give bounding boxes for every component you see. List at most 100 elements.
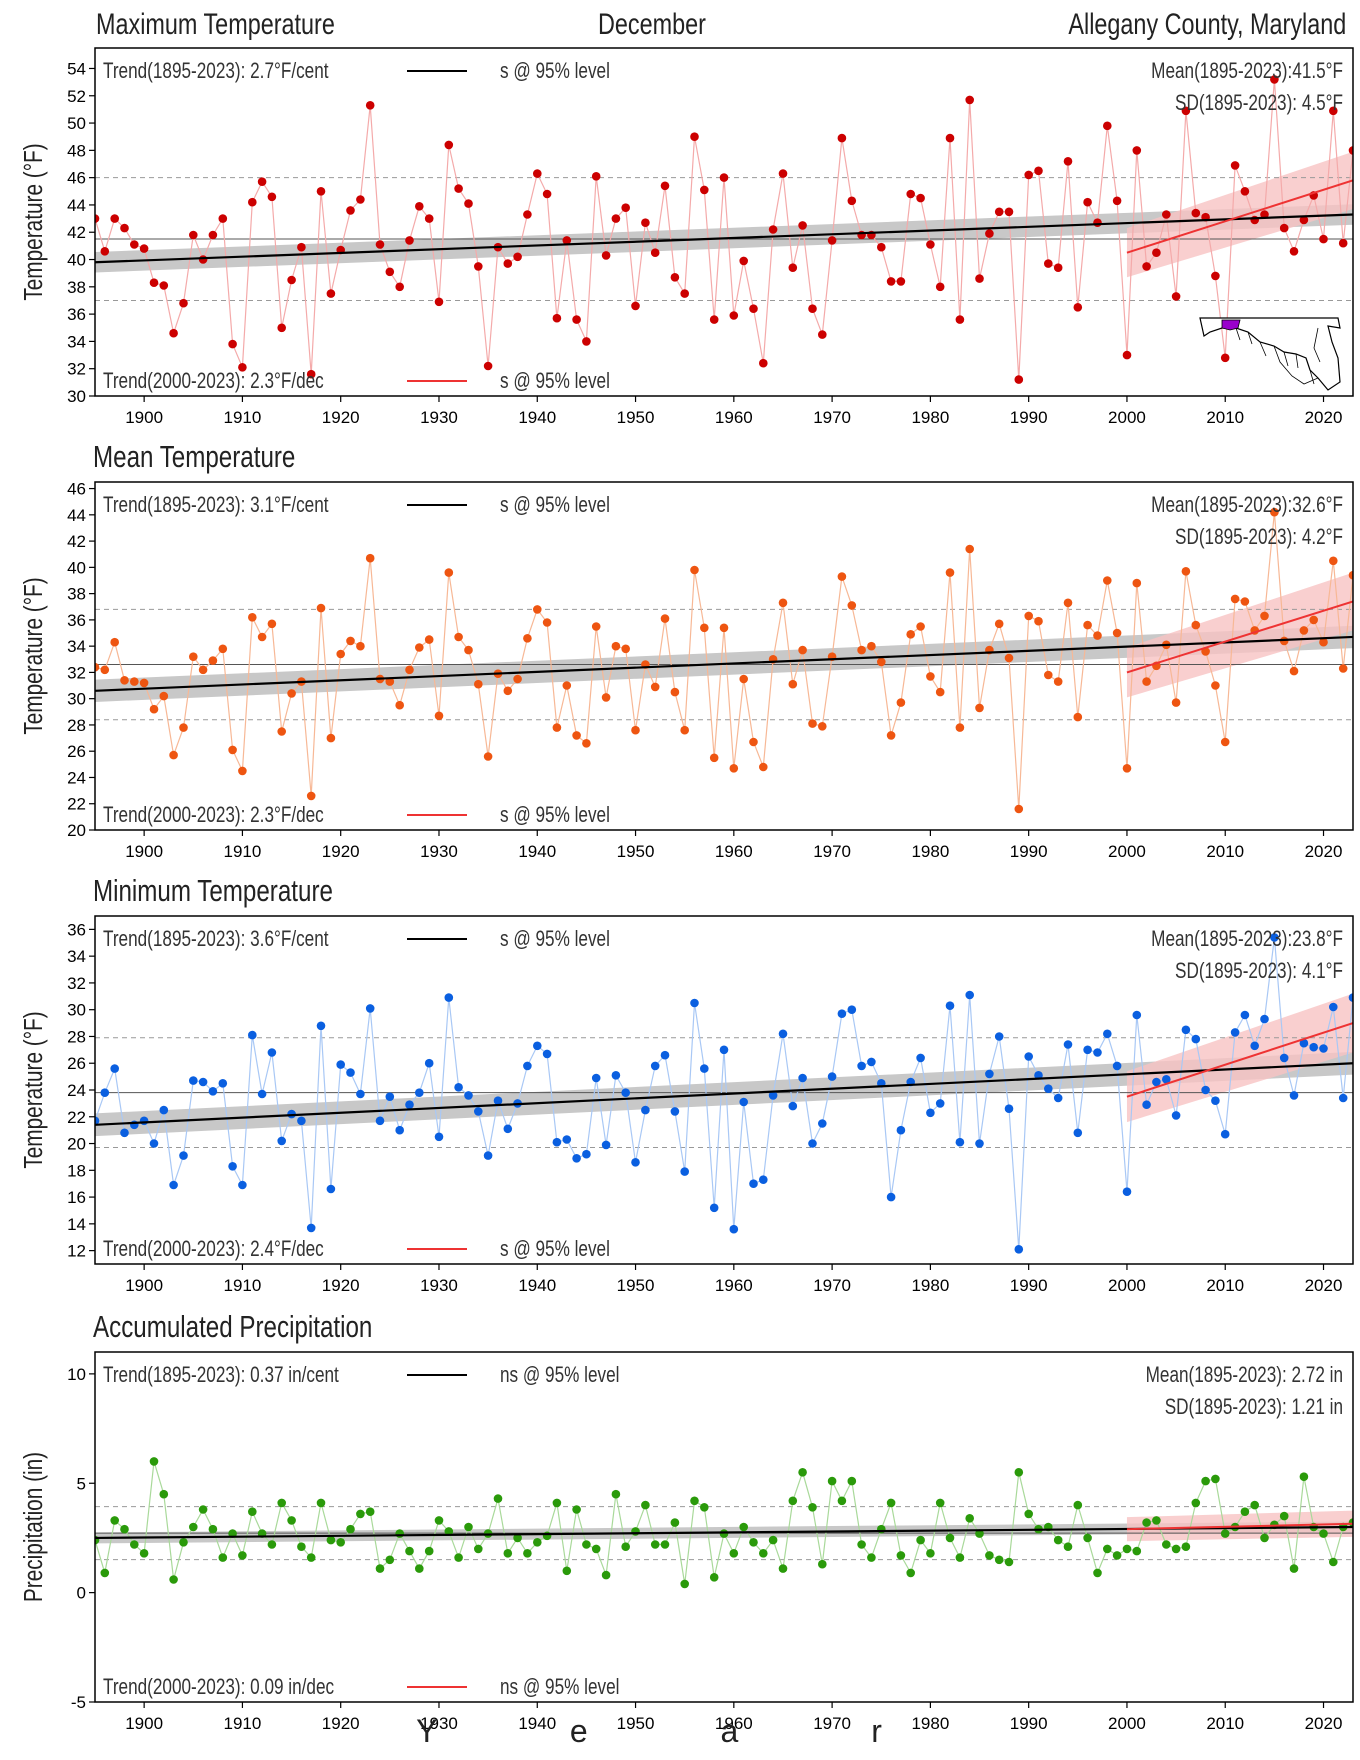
x-axis-label: Y e a r — [416, 1713, 944, 1749]
data-point-1966 — [788, 679, 798, 689]
x-tick-label: 1950 — [617, 408, 655, 427]
data-point-1995 — [1073, 303, 1083, 312]
data-point-1984 — [965, 544, 974, 554]
data-point-1930 — [434, 297, 444, 307]
trend-recent-line — [1126, 1522, 1353, 1531]
data-point-1953 — [660, 1050, 670, 1060]
data-point-1938 — [513, 1533, 522, 1543]
data-point-1916 — [297, 1116, 306, 1126]
data-point-1985 — [975, 274, 984, 283]
data-point-1905 — [189, 1076, 198, 1085]
data-point-1995 — [1073, 712, 1083, 722]
data-point-1935 — [483, 361, 493, 371]
data-point-2014 — [1260, 1014, 1269, 1024]
data-point-1917 — [306, 791, 316, 801]
data-point-1980 — [926, 672, 935, 681]
data-point-2016 — [1279, 1511, 1289, 1521]
data-point-1968 — [808, 304, 817, 314]
data-point-1957 — [700, 623, 709, 633]
mean-label: Mean(1895-2023):41.5°F — [1151, 59, 1343, 84]
data-point-2021 — [1329, 106, 1338, 116]
data-point-1973 — [857, 1540, 866, 1549]
data-point-1993 — [1053, 263, 1063, 273]
data-point-1954 — [670, 1107, 680, 1116]
data-point-1933 — [464, 199, 473, 208]
data-point-1990 — [1024, 1509, 1033, 1519]
data-point-2018 — [1299, 1472, 1309, 1481]
data-point-1989 — [1014, 804, 1024, 814]
y-tick-label: 36 — [67, 305, 86, 324]
data-point-2007 — [1191, 1498, 1201, 1508]
data-point-1963 — [759, 358, 768, 368]
data-point-1952 — [650, 682, 660, 692]
y-tick-label: 28 — [67, 1027, 86, 1046]
data-point-1984 — [965, 990, 974, 1000]
data-point-1999 — [1112, 1551, 1122, 1560]
data-point-2001 — [1132, 146, 1142, 155]
data-point-1958 — [709, 753, 719, 763]
data-point-1963 — [759, 1549, 768, 1558]
y-tick-label: 26 — [67, 1054, 86, 1073]
x-tick-label: 2010 — [1206, 842, 1244, 861]
x-tick-label: 2000 — [1108, 408, 1146, 427]
x-tick-label: 1920 — [322, 1276, 360, 1295]
data-point-1996 — [1083, 1045, 1092, 1055]
data-point-1911 — [248, 1507, 257, 1516]
mean-label: Mean(1895-2023):32.6°F — [1151, 493, 1343, 518]
data-point-1955 — [680, 1167, 689, 1176]
data-point-1909 — [228, 339, 237, 349]
data-point-1998 — [1103, 1029, 1112, 1039]
y-tick-label: 46 — [67, 480, 86, 499]
data-point-1952 — [650, 1061, 660, 1071]
data-point-1923 — [365, 1507, 375, 1516]
y-axis-label: Precipitation (in) — [19, 1452, 48, 1602]
data-point-1910 — [238, 1180, 247, 1190]
data-point-1901 — [149, 1139, 159, 1148]
y-axis-label: Temperature (°F) — [19, 143, 48, 300]
y-tick-label: 20 — [67, 1135, 86, 1154]
data-point-2001 — [1132, 578, 1142, 588]
x-tick-label: 1920 — [322, 408, 360, 427]
data-point-1944 — [572, 1505, 581, 1514]
data-point-1993 — [1053, 1535, 1063, 1545]
data-point-1942 — [552, 1137, 562, 1147]
data-point-1980 — [926, 1549, 935, 1558]
data-point-1981 — [935, 282, 945, 292]
data-point-1954 — [670, 273, 680, 282]
data-point-1899 — [130, 677, 139, 686]
data-point-1900 — [139, 1116, 149, 1126]
data-point-1977 — [896, 698, 906, 707]
trend-long-line — [95, 1062, 1353, 1126]
x-tick-label: 2000 — [1108, 1276, 1146, 1295]
data-point-1967 — [798, 1468, 807, 1477]
data-point-2001 — [1132, 1546, 1142, 1556]
data-point-1957 — [700, 1503, 709, 1512]
data-point-1904 — [179, 298, 188, 308]
data-point-1926 — [395, 1529, 405, 1538]
data-point-1958 — [709, 1203, 719, 1213]
x-tick-label: 2020 — [1305, 1276, 1343, 1295]
data-point-2018 — [1299, 215, 1309, 225]
data-point-1924 — [375, 1116, 385, 1126]
data-point-1936 — [493, 1096, 503, 1105]
data-point-1930 — [434, 1516, 444, 1525]
data-point-1944 — [572, 1154, 581, 1163]
data-point-1951 — [641, 1105, 650, 1115]
data-point-1983 — [955, 1553, 965, 1562]
data-point-1918 — [316, 1498, 326, 1508]
data-point-1987 — [994, 207, 1004, 217]
data-point-1922 — [356, 1089, 365, 1099]
data-point-1955 — [680, 1579, 689, 1589]
data-point-1982 — [945, 1533, 955, 1543]
y-tick-label: 36 — [67, 611, 86, 630]
data-point-1953 — [660, 1540, 670, 1549]
data-point-1943 — [562, 236, 572, 245]
x-tick-label: 1900 — [125, 1714, 163, 1733]
data-point-1948 — [611, 1071, 621, 1080]
y-tick-label: 18 — [67, 1161, 86, 1180]
data-point-1934 — [474, 262, 483, 271]
data-point-1931 — [444, 568, 454, 577]
data-point-1949 — [621, 1542, 630, 1551]
data-point-1912 — [257, 1089, 267, 1099]
data-point-1989 — [1014, 1468, 1024, 1477]
